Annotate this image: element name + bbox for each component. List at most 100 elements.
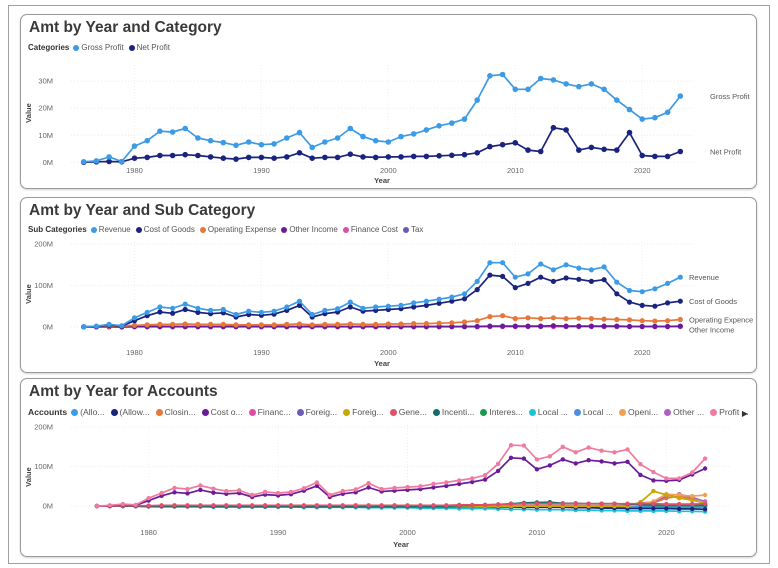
data-point	[538, 261, 544, 267]
legend-marker-icon	[480, 408, 488, 416]
data-point	[360, 154, 366, 160]
legend-marker-icon	[432, 408, 440, 416]
data-point	[487, 314, 493, 320]
data-point	[237, 503, 242, 508]
legend-item[interactable]: Profit ...	[710, 407, 749, 417]
legend-item[interactable]: Local ...	[528, 407, 568, 417]
legend-title: Sub Categories	[28, 225, 87, 234]
data-point	[340, 503, 345, 508]
legend-item-revenue[interactable]: Revenue	[90, 225, 131, 234]
line-chart: 0M 100M 200M 1980 1990 2000 2010 2020 Value Year R…	[24, 240, 753, 368]
chart-card-category[interactable]: Amt by Year and Category Categories Gros…	[20, 14, 757, 189]
data-point	[639, 323, 645, 330]
data-point	[573, 461, 578, 466]
data-point	[107, 503, 113, 508]
legend-item-tax[interactable]: Tax	[402, 225, 423, 234]
data-point	[550, 124, 557, 131]
data-point	[601, 323, 607, 329]
legend-item[interactable]: Cost o...	[201, 407, 243, 417]
legend-item-net-profit[interactable]: Net Profit	[128, 43, 170, 52]
legend-item-other-income[interactable]: Other Income	[281, 225, 338, 234]
data-point	[220, 321, 226, 327]
data-point	[372, 154, 379, 161]
legend-item-cost-of-goods[interactable]: Cost of Goods	[135, 225, 195, 234]
legend-item[interactable]: Foreig...	[343, 407, 384, 417]
data-point	[601, 86, 607, 93]
data-point	[576, 147, 582, 153]
data-point	[651, 488, 656, 494]
legend-marker-icon	[128, 44, 135, 51]
data-point	[612, 461, 617, 466]
legend-item[interactable]: Other ...	[664, 407, 704, 417]
legend-item[interactable]: Financ...	[248, 407, 291, 417]
legend-scroll-right-icon[interactable]: ▶	[741, 409, 748, 418]
legend-label: Foreig...	[352, 407, 384, 417]
data-point	[392, 485, 397, 491]
series-end-label: Revenue	[689, 273, 719, 282]
data-point	[508, 443, 514, 448]
data-point	[288, 503, 294, 508]
x-tick-label: 2020	[634, 166, 651, 175]
data-point	[296, 150, 303, 156]
data-point	[537, 148, 544, 155]
data-point	[246, 308, 252, 314]
data-point	[586, 501, 591, 506]
data-point	[576, 83, 582, 90]
data-point	[521, 456, 527, 461]
data-point	[461, 319, 468, 325]
legend-item-finance-cost[interactable]: Finance Cost	[342, 225, 398, 234]
data-point	[347, 321, 353, 327]
legend-item[interactable]: Gene...	[389, 407, 427, 417]
data-point	[702, 507, 708, 512]
data-point	[296, 298, 303, 304]
data-point	[170, 310, 176, 316]
data-point	[482, 502, 488, 508]
data-point	[185, 503, 190, 508]
data-point	[131, 315, 138, 321]
x-tick-label: 1990	[253, 166, 270, 175]
chart-card-sub-category[interactable]: Amt by Year and Sub Category Sub Categor…	[20, 197, 757, 373]
legend-title: Accounts	[28, 407, 68, 417]
data-point	[702, 456, 708, 461]
legend-item[interactable]: Interes...	[480, 407, 523, 417]
data-point	[237, 488, 242, 493]
data-point	[560, 457, 565, 462]
data-point	[550, 77, 557, 83]
legend-item[interactable]: (Allow...	[110, 407, 150, 417]
chart-legend: Categories Gross Profit Net Profit	[28, 43, 175, 52]
data-point	[599, 448, 604, 453]
legend-marker-icon	[248, 408, 256, 416]
data-point	[614, 279, 620, 285]
data-point	[563, 81, 569, 87]
legend-item[interactable]: Closin...	[155, 407, 196, 417]
data-point	[638, 472, 643, 478]
data-point	[521, 443, 527, 448]
legend-item-gross-profit[interactable]: Gross Profit	[73, 43, 124, 52]
data-point	[638, 462, 643, 467]
data-point	[144, 137, 150, 144]
data-point	[398, 154, 404, 160]
data-point	[258, 141, 265, 148]
data-point	[563, 262, 569, 268]
data-point	[677, 148, 684, 155]
legend-item[interactable]: Foreig...	[296, 407, 337, 417]
data-point	[379, 503, 384, 508]
data-point	[677, 496, 682, 501]
data-point	[500, 323, 506, 329]
series-end-label: Cost of Goods	[689, 297, 737, 306]
data-point	[500, 313, 506, 319]
legend-item[interactable]: Incenti...	[432, 407, 474, 417]
data-point	[474, 323, 480, 330]
data-point	[423, 153, 430, 160]
legend-label: Openi...	[628, 407, 659, 417]
data-point	[410, 131, 417, 137]
data-point	[93, 323, 99, 329]
legend-item[interactable]: Local ...	[573, 407, 613, 417]
chart-card-accounts[interactable]: Amt by Year for Accounts Accounts (Allo.…	[20, 378, 757, 557]
data-point	[262, 503, 268, 508]
legend-item-operating-expense[interactable]: Operating Expense	[199, 225, 276, 234]
data-point	[550, 278, 557, 284]
legend-item[interactable]: Openi...	[619, 407, 658, 417]
data-point	[534, 501, 540, 506]
legend-item[interactable]: (Allo...	[71, 407, 105, 417]
